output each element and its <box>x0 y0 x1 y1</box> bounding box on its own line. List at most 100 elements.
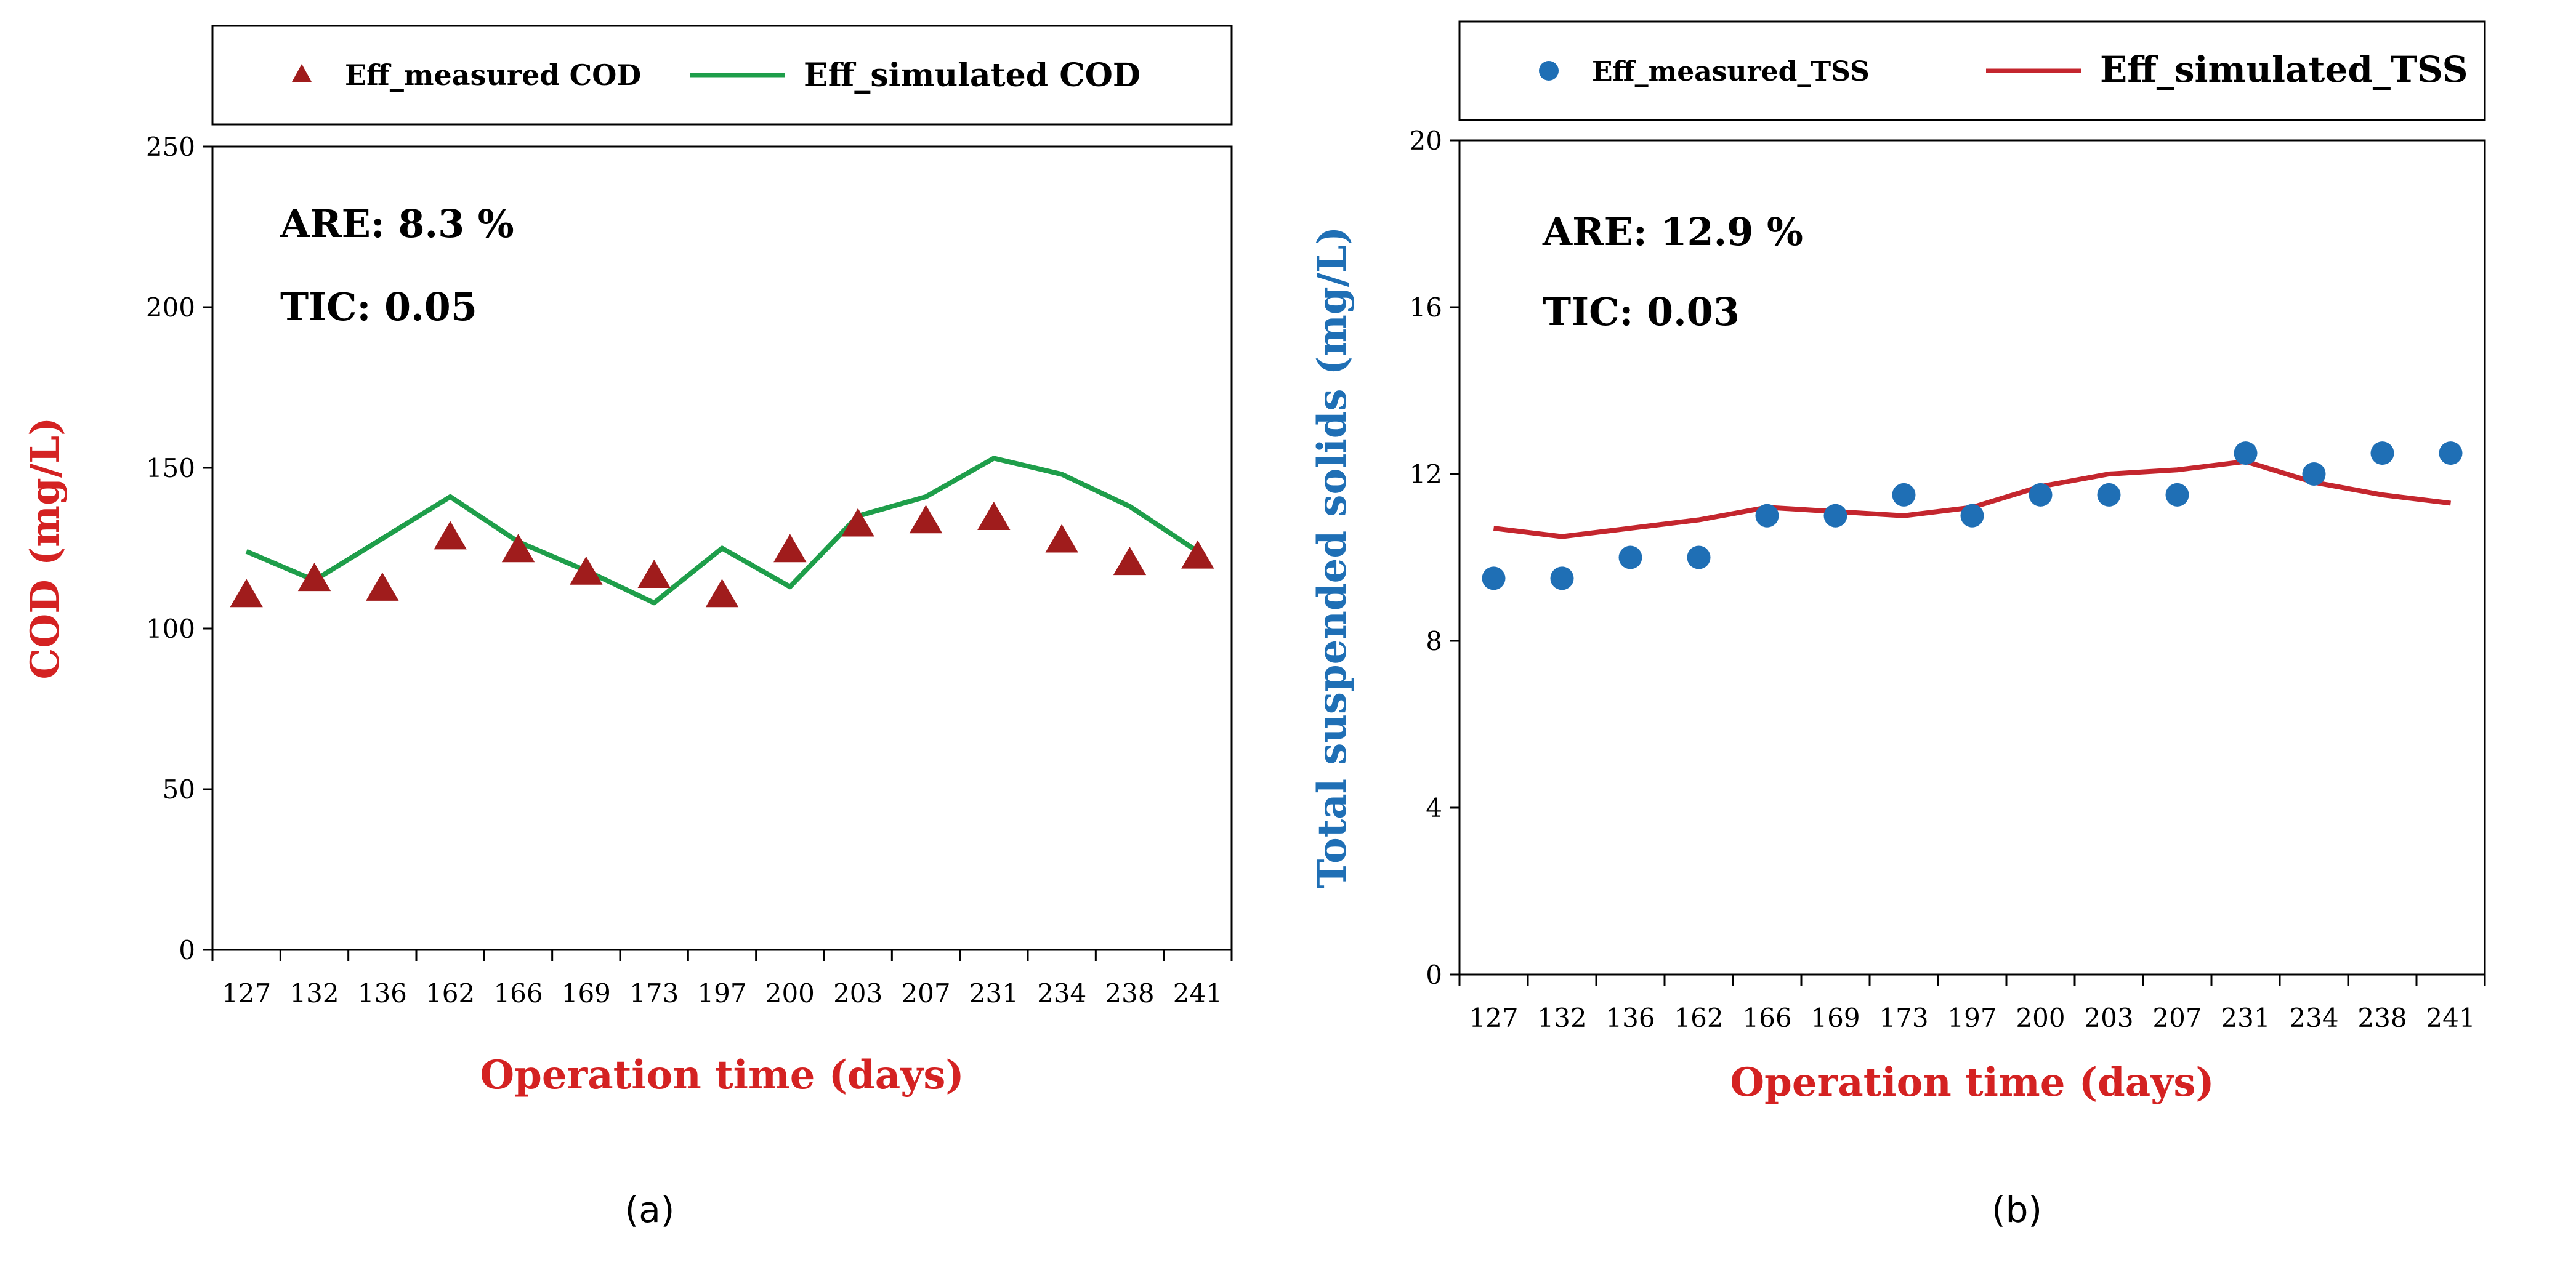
x-tick-label: 203 <box>833 978 882 1008</box>
x-tick-label: 136 <box>1605 1003 1655 1033</box>
measured-point <box>705 579 739 608</box>
y-tick-label: 16 <box>1410 292 1442 323</box>
x-tick-label: 238 <box>2357 1003 2407 1033</box>
legend-marker-triangle <box>291 64 312 82</box>
panel-label: (b) <box>1992 1189 2042 1231</box>
legend-marker-circle <box>1539 61 1559 81</box>
plot-area <box>1458 139 2486 976</box>
measured-point <box>1550 566 1574 590</box>
series-simulated <box>245 456 1200 606</box>
measured-point <box>841 508 874 537</box>
y-tick-label: 100 <box>146 614 195 644</box>
y-axis-title: Total suspended solids (mg/L) <box>1309 227 1355 889</box>
x-tick-label: 203 <box>2084 1003 2133 1033</box>
y-tick-label: 8 <box>1426 626 1442 656</box>
x-tick-label: 200 <box>2016 1003 2065 1033</box>
are-annotation: ARE: 8.3 % <box>280 201 514 246</box>
measured-point <box>2097 483 2121 507</box>
series-measured <box>230 502 1214 608</box>
measured-point <box>2370 441 2394 465</box>
y-tick-label: 200 <box>146 292 195 323</box>
x-tick-label: 127 <box>1469 1003 1518 1033</box>
x-tick-label: 162 <box>1674 1003 1723 1033</box>
tic-annotation: TIC: 0.05 <box>280 284 477 329</box>
x-tick-label: 132 <box>289 978 339 1008</box>
x-tick-label: 200 <box>765 978 815 1008</box>
measured-point <box>977 502 1011 530</box>
x-axis: 127 132 136 162 166 169 173 197 200 203 207 231 234 2… <box>211 950 1233 1008</box>
x-tick-label: 241 <box>2426 1003 2475 1033</box>
measured-point <box>297 563 331 592</box>
measured-point <box>1960 504 1984 528</box>
simulated-line <box>245 456 1200 606</box>
measured-point <box>1892 483 1916 507</box>
x-tick-label: 238 <box>1105 978 1154 1008</box>
x-tick-label: 231 <box>969 978 1019 1008</box>
y-tick-label: 0 <box>1426 960 1442 990</box>
measured-point <box>2302 462 2326 486</box>
x-tick-label: 127 <box>222 978 271 1008</box>
measured-point <box>909 505 943 534</box>
measured-point <box>1687 545 1711 569</box>
measured-point <box>1618 545 1642 569</box>
panel-label: (a) <box>625 1189 675 1231</box>
legend-label-measured: Eff_measured_TSS <box>1592 56 1870 87</box>
measured-point <box>1482 566 1506 590</box>
y-tick-label: 250 <box>146 132 195 162</box>
are-annotation: ARE: 12.9 % <box>1542 209 1803 254</box>
x-tick-label: 197 <box>697 978 746 1008</box>
measured-point <box>570 556 603 585</box>
x-tick-label: 169 <box>1811 1003 1860 1033</box>
x-axis-title: Operation time (days) <box>480 1052 964 1098</box>
legend-box <box>1458 20 2486 121</box>
measured-point <box>2165 483 2189 507</box>
y-tick-label: 50 <box>163 774 195 805</box>
y-axis: 0 50 100 150 200 250 <box>146 132 212 965</box>
x-tick-label: 234 <box>2289 1003 2338 1033</box>
y-axis-title: COD (mg/L) <box>22 417 68 680</box>
tic-annotation: TIC: 0.03 <box>1543 289 1740 334</box>
series-measured <box>1482 441 2463 590</box>
x-tick-label: 207 <box>2152 1003 2202 1033</box>
measured-point <box>773 534 807 563</box>
measured-point <box>2234 441 2258 465</box>
measured-point <box>434 521 467 550</box>
y-tick-label: 4 <box>1426 793 1442 823</box>
chart-panel-b: Eff_measured_TSS Eff_simulated_TSS 0 4 8 12 16… <box>1309 20 2486 1231</box>
measured-point <box>637 559 671 588</box>
y-axis: 0 4 8 12 16 20 <box>1410 126 1460 990</box>
x-tick-label: 207 <box>901 978 950 1008</box>
y-tick-label: 0 <box>179 935 195 965</box>
x-tick-label: 166 <box>1742 1003 1791 1033</box>
measured-point <box>1823 504 1847 528</box>
chart-panel-a: Eff_measured COD Eff_simulated COD 0 50 100 1… <box>22 25 1233 1231</box>
plot-area <box>211 145 1233 951</box>
x-axis-title: Operation time (days) <box>1730 1059 2214 1106</box>
x-tick-label: 173 <box>1879 1003 1928 1033</box>
x-tick-label: 132 <box>1537 1003 1586 1033</box>
x-tick-label: 231 <box>2221 1003 2270 1033</box>
legend: Eff_measured COD Eff_simulated COD <box>211 25 1233 126</box>
x-tick-label: 166 <box>493 978 543 1008</box>
x-tick-label: 136 <box>358 978 407 1008</box>
legend-label-simulated: Eff_simulated COD <box>804 57 1141 94</box>
legend-label-simulated: Eff_simulated_TSS <box>2100 49 2468 90</box>
measured-point <box>1113 547 1147 576</box>
x-axis: 127 132 136 162 166 169 173 197 200 203 207 231 234 2… <box>1458 975 2486 1033</box>
legend: Eff_measured_TSS Eff_simulated_TSS <box>1458 20 2486 121</box>
measured-point <box>366 572 399 601</box>
y-tick-label: 12 <box>1410 459 1442 489</box>
y-tick-label: 20 <box>1410 126 1442 156</box>
measured-point <box>501 534 535 563</box>
legend-label-measured: Eff_measured COD <box>345 58 641 92</box>
measured-point <box>2029 483 2053 507</box>
x-tick-label: 162 <box>426 978 475 1008</box>
measured-point <box>230 579 263 608</box>
y-tick-label: 150 <box>146 453 195 483</box>
x-tick-label: 197 <box>1947 1003 1997 1033</box>
x-tick-label: 169 <box>562 978 611 1008</box>
x-tick-label: 234 <box>1037 978 1086 1008</box>
measured-point <box>1755 504 1779 528</box>
measured-point <box>2439 441 2463 465</box>
